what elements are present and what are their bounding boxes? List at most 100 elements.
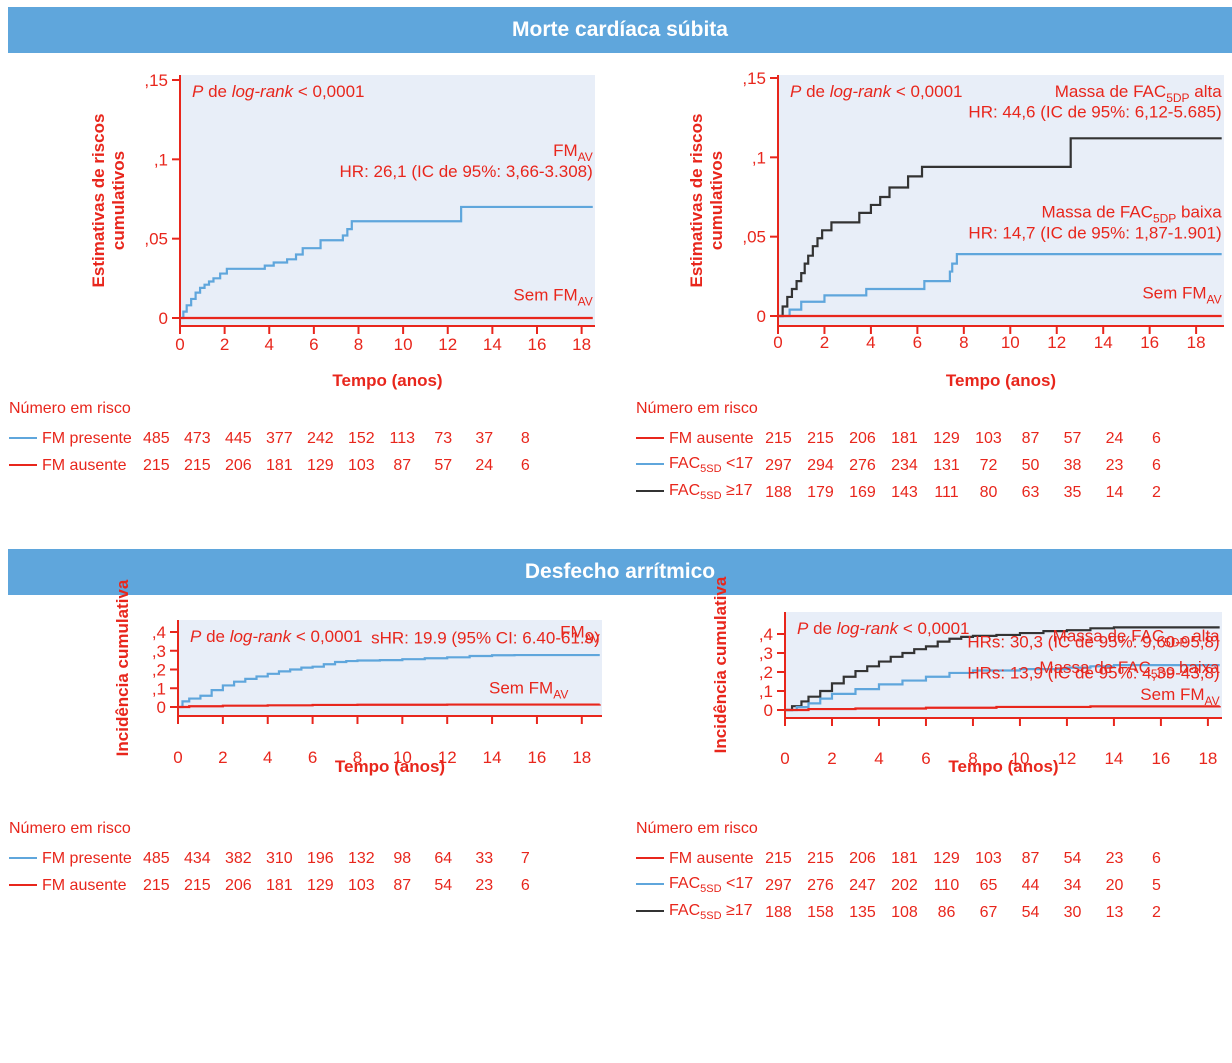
annotation-subscript: AV (585, 631, 600, 645)
annotation: Sem FMAV (513, 286, 592, 309)
annotation: HR: 26,1 (IC de 95%: 3,66-3.308) (340, 162, 593, 181)
annotation: Massa de FAC5DP baixa (1041, 203, 1222, 226)
y-axis-title: Incidência cumulativa (711, 576, 730, 753)
annotation-text: Sem FM (1140, 685, 1204, 704)
x-tick-label: 18 (1198, 749, 1217, 768)
x-tick-label: 10 (393, 748, 412, 767)
legend-line (636, 883, 664, 886)
x-tick-label: 4 (866, 333, 875, 352)
y-tick-label: 0 (159, 309, 168, 328)
annotation: Massa de FAC5DP alta (1055, 82, 1223, 105)
risk-value: 87 (1021, 849, 1040, 867)
risk-label-suffix: <17 (721, 875, 754, 893)
legend-line (636, 910, 664, 913)
risk-value: 135 (849, 903, 876, 921)
risk-value: 206 (224, 876, 252, 894)
section-banner-arrhythmic: Desfecho arrítmico (8, 549, 1232, 595)
p-value-label: P de log-rank < 0,0001 (192, 82, 365, 101)
log-rank-text: log-rank (232, 82, 295, 101)
p-symbol: P (190, 627, 202, 646)
risk-label-text: FAC (669, 482, 701, 500)
risk-value: 242 (306, 429, 334, 447)
risk-value: 54 (1063, 849, 1082, 867)
p-text: de (801, 82, 829, 101)
risk-value: 215 (807, 429, 834, 447)
risk-value: 215 (183, 876, 211, 894)
y-tick-label: ,3 (152, 642, 166, 661)
annotation: HR: 44,6 (IC de 95%: 6,12-5.685) (968, 103, 1221, 122)
risk-value: 111 (934, 483, 959, 501)
risk-table: FM ausente 215 215 206 181 129 103 87 57 24 6 FAC5S… (636, 425, 1177, 506)
legend-line (636, 490, 664, 493)
risk-value: 103 (347, 456, 375, 474)
series-fac5sd-17 (785, 664, 1220, 712)
annotation-text: Massa de FAC (1041, 203, 1153, 222)
annotation-text: HRs: 13,9 (IC de 95%: 4,39-43,8) (967, 664, 1219, 683)
risk-table: FM presente 485 473 445 377 242 152 113 73 37 8 FM … (9, 425, 546, 479)
y-axis-title: Incidência cumulativa (113, 579, 132, 756)
risk-value: 6 (1152, 849, 1161, 867)
y-tick-label: ,05 (144, 230, 168, 249)
annotation: FMAV (553, 141, 593, 164)
x-tick-label: 0 (780, 749, 789, 768)
risk-value: 67 (979, 903, 998, 921)
risk-value: 80 (979, 483, 998, 501)
x-tick-label: 2 (218, 748, 227, 767)
x-tick-label: 18 (572, 335, 591, 354)
annotation-subscript: AV (578, 150, 593, 164)
section-banner-sudden-death: Morte cardíaca súbita (8, 7, 1232, 53)
risk-table: FM presente 485 434 382 310 196 132 98 64 33 7 FM a… (9, 845, 546, 899)
x-tick-label: 10 (1010, 749, 1029, 768)
annotation-text: Sem FM (513, 286, 577, 305)
x-tick-label: 10 (1001, 333, 1020, 352)
risk-value: 44 (1021, 876, 1040, 894)
risk-row-label: FAC5SD ≥17 (636, 899, 757, 926)
annotation-text: HR: 14,7 (IC de 95%: 1,87-1.901) (968, 223, 1221, 242)
p-threshold: < 0,0001 (898, 619, 969, 638)
risk-value: 158 (807, 903, 834, 921)
x-tick-label: 8 (354, 335, 363, 354)
y-tick-label: ,15 (144, 71, 168, 90)
risk-label-text: FAC (669, 455, 701, 473)
risk-value: 202 (891, 876, 918, 894)
y-tick-label: ,3 (759, 644, 773, 663)
annotation-text: Sem FM (1142, 284, 1206, 303)
annotation: HR: 14,7 (IC de 95%: 1,87-1.901) (968, 223, 1221, 242)
annotation-text: Massa de FAC (1055, 82, 1167, 101)
risk-value: 34 (1063, 876, 1082, 894)
legend-line (9, 437, 37, 440)
risk-value: 196 (306, 849, 334, 867)
y-axis-title-line: Estimativas de riscos (687, 114, 706, 288)
legend-line (636, 857, 664, 860)
risk-row-label: FM presente (9, 845, 136, 872)
risk-row: FM presente 485 434 382 310 196 132 98 64 33 7 (9, 845, 546, 872)
annotation: Massa de FAC5DP alta (1053, 627, 1221, 650)
risk-row: FM presente 485 473 445 377 242 152 113 73 37 8 (9, 425, 546, 452)
risk-value: 20 (1105, 876, 1124, 894)
x-tick-label: 6 (309, 335, 318, 354)
risk-row: FAC5SD <17 297 276 247 202 110 65 44 34 20 5 (636, 872, 1177, 899)
x-axis-title: Tempo (anos) (946, 371, 1056, 390)
x-tick-label: 8 (353, 748, 362, 767)
risk-value: 23 (1105, 849, 1124, 867)
risk-value: 110 (933, 876, 960, 894)
risk-value: 294 (807, 456, 834, 474)
risk-value: 23 (475, 876, 494, 894)
series-fm-ausente (785, 705, 1221, 712)
x-tick-label: 16 (528, 335, 547, 354)
annotation: Sem FMAV (1142, 284, 1221, 307)
x-tick-label: 12 (1047, 333, 1066, 352)
risk-value: 63 (1021, 483, 1040, 501)
y-tick-label: ,4 (152, 623, 166, 642)
risk-value: 206 (849, 849, 876, 867)
series-fac5sd-17 (778, 137, 1222, 318)
risk-value: 377 (265, 429, 293, 447)
annotation-text: alta (1188, 627, 1221, 646)
annotation-subscript: 5DP (1166, 91, 1189, 105)
risk-value: 297 (765, 876, 792, 894)
x-tick-label: 0 (175, 335, 184, 354)
x-tick-label: 0 (773, 333, 782, 352)
risk-value: 169 (849, 483, 876, 501)
p-value-label: P de log-rank < 0,0001 (190, 627, 363, 646)
